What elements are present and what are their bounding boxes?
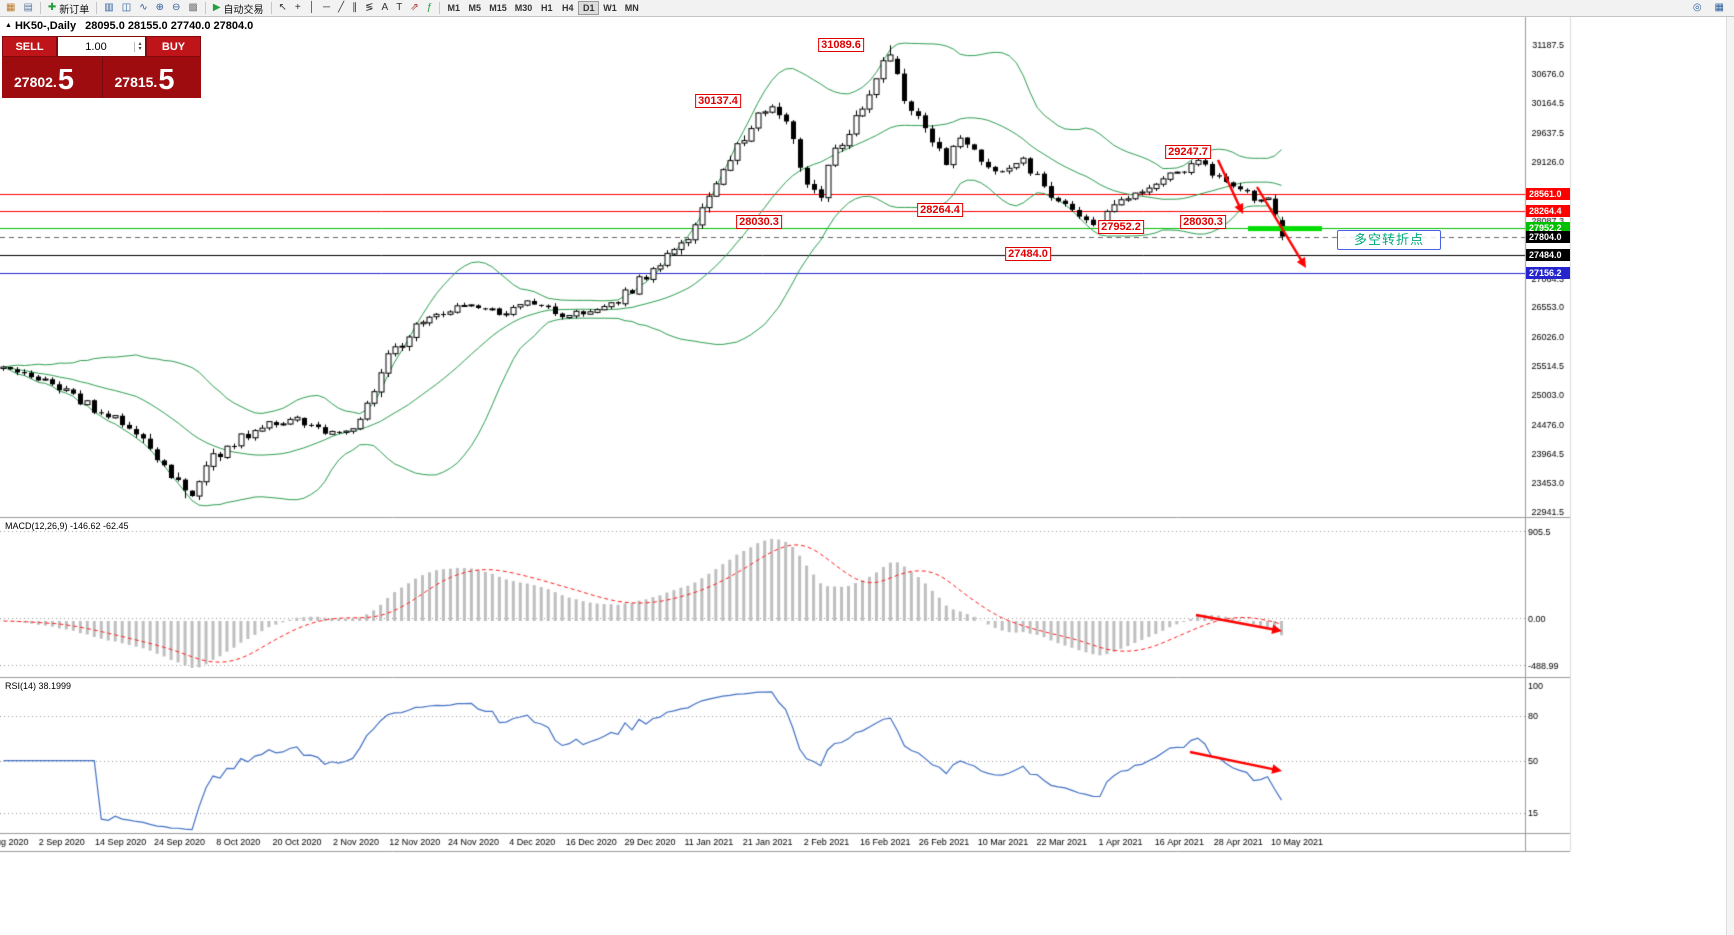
tile-windows-button[interactable]: ▩ — [184, 1, 201, 15]
vertical-line-button[interactable]: │ — [305, 1, 319, 15]
tile-windows-icon: ▩ — [188, 2, 198, 13]
new-chart-icon: ▦ — [6, 2, 16, 13]
channel-icon: ∥ — [352, 2, 358, 13]
arrows-button[interactable]: ⇗ — [406, 1, 422, 15]
chart-profiles-button[interactable]: ▤ — [19, 1, 36, 15]
timeframe-w1-button[interactable]: W1 — [603, 3, 617, 13]
toolbar: ▦ ▤ ✚ 新订单 ▥ ◫ ∿ ⊕ ⊖ ▩ ▶ 自动交易 ↖ + │ ─ ╱ ∥ ≶ A T ⇗ ƒ M1 M5 M15 M30 H… — [0, 0, 1734, 17]
zoom-out-button[interactable]: ⊖ — [168, 1, 184, 15]
grid-icon[interactable]: ▦ — [1711, 1, 1728, 15]
channel-button[interactable]: ∥ — [348, 1, 361, 15]
timeframe-mn-button[interactable]: MN — [624, 3, 639, 13]
auto-trading-button[interactable]: ▶ 自动交易 — [209, 1, 268, 16]
text-label-button[interactable]: T — [392, 1, 406, 15]
zoom-out-icon: ⊖ — [171, 2, 181, 13]
grid-icon: ▦ — [1714, 2, 1724, 13]
toolbar-groups: ▦ ▤ ✚ 新订单 ▥ ◫ ∿ ⊕ ⊖ ▩ ▶ 自动交易 ↖ + │ ─ ╱ ∥ ≶ A T ⇗ ƒ — [2, 0, 436, 16]
crosshair-icon: + — [294, 2, 301, 13]
line-chart-button[interactable]: ∿ — [135, 1, 151, 15]
timeframe-buttons: M1 M5 M15 M30 H1 H4 D1 W1 MN — [443, 0, 643, 16]
text-button[interactable]: A — [378, 1, 393, 15]
search-icon[interactable]: ◎ — [1689, 1, 1706, 15]
horizontal-line-icon: ─ — [323, 2, 331, 13]
toolbar-separator — [439, 2, 441, 14]
toolbar-separator — [270, 2, 272, 14]
timeframe-m1-button[interactable]: M1 — [447, 3, 461, 13]
volume-stepper[interactable]: ▴ ▾ — [134, 40, 145, 52]
timeframe-m15-button[interactable]: M15 — [489, 3, 507, 13]
volume-field[interactable]: 1.00 ▴ ▾ — [57, 36, 146, 57]
candlestick-chart-icon: ◫ — [121, 2, 132, 13]
zoom-in-icon: ⊕ — [155, 2, 164, 13]
new-order-icon: ✚ — [47, 2, 57, 13]
fibonacci-button[interactable]: ≶ — [361, 1, 377, 15]
bar-chart-icon: ▥ — [104, 2, 114, 13]
auto-trading-button-label: 自动交易 — [223, 4, 264, 16]
trendline-button[interactable]: ╱ — [334, 1, 348, 15]
timeframe-h1-button[interactable]: H1 — [541, 3, 553, 13]
search-icon: ◎ — [1692, 2, 1702, 13]
horizontal-line-button[interactable]: ─ — [319, 1, 334, 15]
bar-chart-button[interactable]: ▥ — [100, 1, 117, 15]
buy-button[interactable]: BUY — [146, 36, 201, 57]
toolbar-separator — [204, 2, 206, 14]
fibonacci-icon: ≶ — [365, 2, 374, 13]
timeframe-m30-button[interactable]: M30 — [514, 3, 533, 13]
one-click-toggle-icon[interactable]: ▲ — [5, 22, 12, 29]
new-order-button[interactable]: ✚ 新订单 — [44, 1, 93, 16]
candlestick-chart-button[interactable]: ◫ — [118, 1, 135, 15]
timeframe-d1-button[interactable]: D1 — [578, 1, 600, 15]
vertical-line-icon: │ — [308, 2, 316, 13]
volume-value[interactable]: 1.00 — [85, 40, 107, 53]
cursor-button[interactable]: ↖ — [275, 1, 291, 15]
toolbar-separator — [39, 2, 41, 14]
auto-trading-icon: ▶ — [212, 2, 221, 13]
chart-profiles-icon: ▤ — [23, 2, 33, 13]
toolbar-corner-icons: ◎ ▦ — [1689, 1, 1734, 15]
text-label-icon: T — [396, 2, 403, 13]
volume-up-icon[interactable]: ▴ — [138, 40, 142, 47]
new-chart-button[interactable]: ▦ — [2, 1, 19, 15]
arrows-icon: ⇗ — [410, 2, 419, 13]
timeframe-h4-button[interactable]: H4 — [562, 3, 574, 13]
vertical-scrollbar[interactable] — [1726, 17, 1734, 935]
trendline-icon: ╱ — [338, 2, 345, 13]
indicators-icon: ƒ — [426, 2, 433, 13]
sell-button[interactable]: SELL — [2, 36, 57, 57]
zoom-in-button[interactable]: ⊕ — [152, 1, 168, 15]
crosshair-button[interactable]: + — [291, 1, 305, 15]
timeframe-m5-button[interactable]: M5 — [468, 3, 482, 13]
indicators-button[interactable]: ƒ — [423, 1, 437, 15]
toolbar-separator — [96, 2, 98, 14]
new-order-button-label: 新订单 — [59, 4, 90, 16]
volume-down-icon[interactable]: ▾ — [138, 45, 142, 52]
cursor-icon: ↖ — [278, 2, 287, 13]
line-chart-icon: ∿ — [139, 2, 148, 13]
text-icon: A — [381, 2, 389, 13]
